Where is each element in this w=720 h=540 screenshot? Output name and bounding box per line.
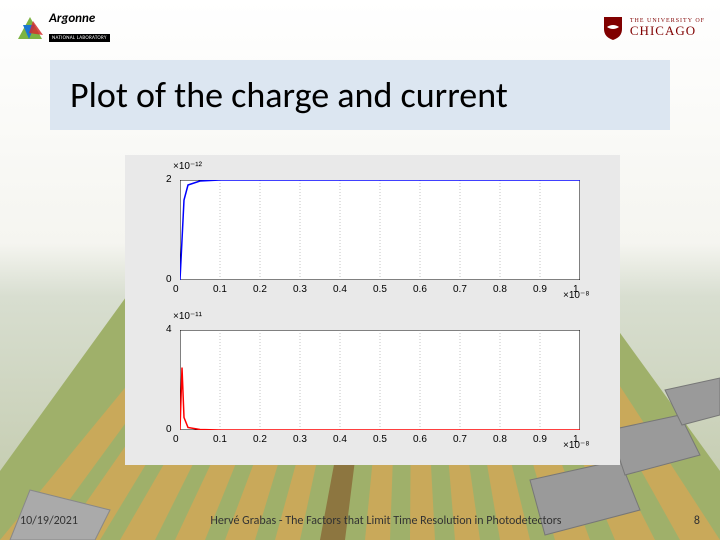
ytick-label: 4 — [166, 324, 172, 335]
ytick-label: 0 — [166, 274, 172, 285]
xtick-label: 0.1 — [213, 434, 227, 445]
xtick-label: 0.7 — [453, 284, 467, 295]
argonne-subtitle: NATIONAL LABORATORY — [49, 34, 110, 42]
ytick-label: 0 — [166, 424, 172, 435]
slide-title: Plot of the charge and current — [70, 73, 508, 117]
xtick-label: 0.2 — [253, 434, 267, 445]
slide: Argonne NATIONAL LABORATORY THE UNIVERSI… — [0, 0, 720, 540]
xtick-label: 1 — [573, 284, 579, 295]
xtick-label: 0.5 — [373, 284, 387, 295]
footer-page: 8 — [694, 514, 700, 528]
xtick-label: 0.4 — [333, 284, 347, 295]
xtick-label: 0 — [173, 434, 179, 445]
subplot-current — [180, 330, 580, 430]
xtick-label: 0.4 — [333, 434, 347, 445]
xtick-label: 0.9 — [533, 434, 547, 445]
xtick-label: 0 — [173, 284, 179, 295]
xtick-label: 0.1 — [213, 284, 227, 295]
footer: 10/19/2021 Hervé Grabas - The Factors th… — [20, 514, 700, 528]
title-bar: Plot of the charge and current — [50, 60, 670, 130]
sp2-y-exponent: ×10⁻¹¹ — [173, 311, 202, 322]
chicago-line2: CHICAGO — [630, 24, 705, 38]
chicago-text-block: THE UNIVERSITY OF CHICAGO — [630, 18, 705, 39]
charge-plot-svg — [180, 180, 580, 280]
xtick-label: 0.8 — [493, 434, 507, 445]
argonne-mark-icon — [15, 15, 45, 41]
argonne-text-block: Argonne NATIONAL LABORATORY — [49, 12, 110, 44]
xtick-label: 0.3 — [293, 434, 307, 445]
xtick-label: 0.6 — [413, 434, 427, 445]
chicago-shield-icon — [602, 15, 624, 41]
footer-center: Hervé Grabas - The Factors that Limit Ti… — [78, 514, 694, 528]
xtick-label: 0.9 — [533, 284, 547, 295]
xtick-label: 0.3 — [293, 284, 307, 295]
xtick-label: 0.5 — [373, 434, 387, 445]
xtick-label: 1 — [573, 434, 579, 445]
xtick-label: 0.6 — [413, 284, 427, 295]
argonne-name: Argonne — [49, 12, 110, 25]
argonne-logo: Argonne NATIONAL LABORATORY — [15, 12, 110, 44]
ytick-label: 2 — [166, 174, 172, 185]
chart-figure: ×10⁻¹² ×10⁻⁸ ×10⁻¹¹ ×10⁻⁸ 00.10.20.30.40… — [125, 155, 620, 465]
xtick-label: 0.2 — [253, 284, 267, 295]
xtick-label: 0.8 — [493, 284, 507, 295]
chicago-logo: THE UNIVERSITY OF CHICAGO — [602, 15, 705, 41]
current-plot-svg — [180, 330, 580, 430]
sp1-y-exponent: ×10⁻¹² — [173, 161, 202, 172]
subplot-charge — [180, 180, 580, 280]
xtick-label: 0.7 — [453, 434, 467, 445]
footer-date: 10/19/2021 — [20, 514, 78, 528]
header-logos: Argonne NATIONAL LABORATORY THE UNIVERSI… — [15, 8, 705, 48]
